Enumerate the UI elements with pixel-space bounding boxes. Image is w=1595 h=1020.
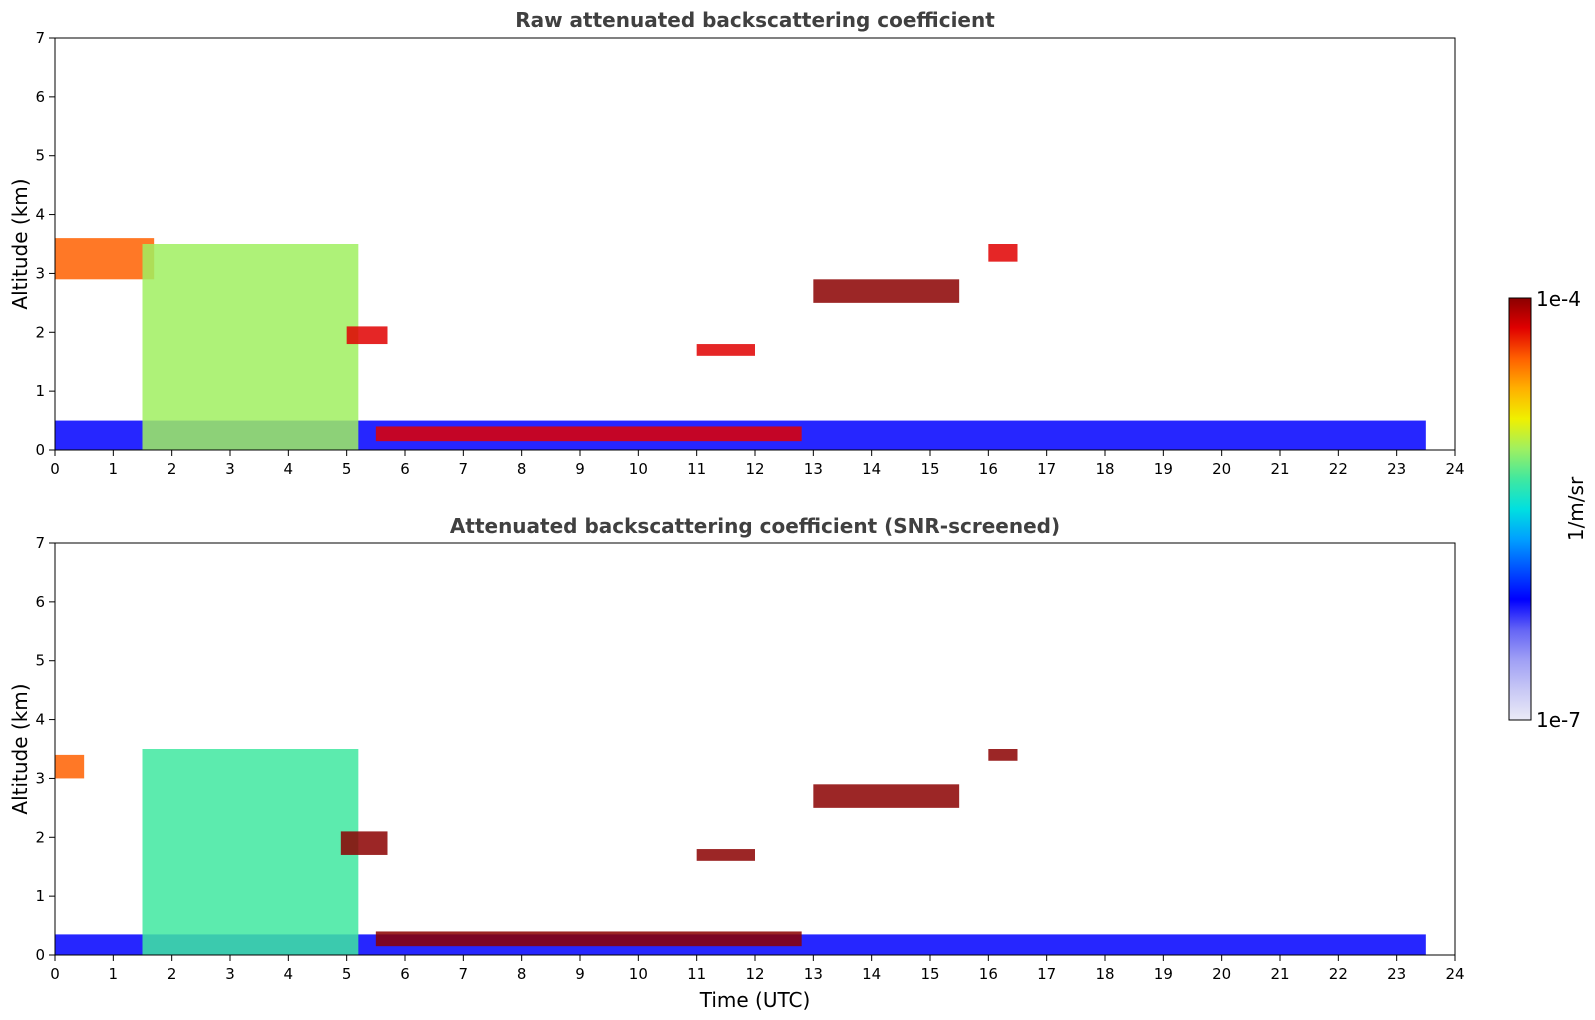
x-tick-label: 23	[1387, 965, 1406, 983]
y-tick-label: 5	[35, 652, 45, 670]
x-tick-label: 20	[1212, 965, 1231, 983]
x-tick-label: 3	[225, 965, 235, 983]
x-tick-label: 22	[1329, 965, 1348, 983]
x-tick-label: 0	[50, 965, 60, 983]
x-tick-label: 1	[109, 965, 119, 983]
y-tick-label: 5	[35, 147, 45, 165]
x-tick-label: 2	[167, 460, 177, 478]
x-tick-label: 6	[400, 460, 410, 478]
colorbar-unit-label: 1/m/sr	[1564, 476, 1588, 541]
y-tick-label: 6	[35, 593, 45, 611]
y-tick-label: 6	[35, 88, 45, 106]
x-tick-label: 7	[459, 460, 469, 478]
x-tick-label: 5	[342, 460, 352, 478]
x-tick-label: 11	[687, 460, 706, 478]
heatmap-feature-1	[55, 754, 85, 779]
y-tick-label: 1	[35, 382, 45, 400]
x-tick-label: 21	[1270, 965, 1289, 983]
x-tick-label: 4	[284, 965, 294, 983]
x-tick-label: 4	[284, 460, 294, 478]
y-tick-label: 4	[35, 711, 45, 729]
heatmap-feature-3	[340, 831, 388, 855]
colorbar-gradient	[1508, 297, 1532, 721]
x-tick-label: 24	[1445, 965, 1464, 983]
x-tick-label: 8	[517, 965, 527, 983]
x-tick-label: 8	[517, 460, 527, 478]
x-tick-label: 11	[687, 965, 706, 983]
x-tick-label: 16	[979, 460, 998, 478]
x-tick-label: 3	[225, 460, 235, 478]
heatmap-feature-4	[375, 426, 802, 442]
x-tick-label: 10	[629, 965, 648, 983]
y-axis-label: Altitude (km)	[8, 683, 32, 814]
colorbar: 1e-4 1e-7 1/m/sr	[1508, 287, 1588, 732]
x-tick-label: 13	[804, 460, 823, 478]
heatmap-feature-6	[813, 279, 960, 303]
x-tick-label: 16	[979, 965, 998, 983]
y-tick-label: 7	[35, 29, 45, 47]
x-tick-label: 10	[629, 460, 648, 478]
heatmap-feature-7	[988, 749, 1018, 761]
x-tick-label: 23	[1387, 460, 1406, 478]
x-tick-label: 19	[1154, 460, 1173, 478]
x-tick-label: 2	[167, 965, 177, 983]
x-tick-label: 18	[1095, 965, 1114, 983]
heatmap-raw	[55, 238, 1426, 450]
heatmap-feature-6	[813, 784, 960, 808]
panel-title: Raw attenuated backscattering coefficien…	[515, 8, 995, 32]
heatmap-feature-2	[142, 244, 359, 450]
colorbar-min-label: 1e-7	[1536, 708, 1581, 732]
y-axis-ticks: 0 1 2 3 4 5 6 7	[35, 29, 55, 459]
x-tick-label: 18	[1095, 460, 1114, 478]
heatmap-feature-7	[988, 244, 1018, 262]
heatmap-snr-screened	[55, 749, 1426, 955]
y-tick-label: 1	[35, 887, 45, 905]
x-tick-label: 21	[1270, 460, 1289, 478]
x-tick-label: 17	[1037, 965, 1056, 983]
y-tick-label: 3	[35, 264, 45, 282]
x-axis-ticks: 0 1 2 3 4 5 6 7 8 9 10 11 12 13 14 15 16 17 18 19 20 21 22 23 24	[50, 450, 1465, 478]
heatmap-feature-5	[696, 849, 755, 861]
colorbar-max-label: 1e-4	[1536, 287, 1581, 311]
heatmap-feature-3	[346, 326, 388, 345]
heatmap-feature-5	[696, 344, 755, 356]
x-tick-label: 12	[745, 460, 764, 478]
x-axis-ticks: 0 1 2 3 4 5 6 7 8 9 10 11 12 13 14 15 16 17 18 19 20 21 22 23 24	[50, 955, 1465, 983]
x-tick-label: 12	[745, 965, 764, 983]
y-axis-label: Altitude (km)	[8, 178, 32, 309]
heatmap-feature-1	[55, 238, 155, 280]
x-tick-label: 14	[862, 460, 881, 478]
y-tick-label: 2	[35, 828, 45, 846]
y-axis-ticks: 0 1 2 3 4 5 6 7	[35, 534, 55, 964]
x-tick-label: 20	[1212, 460, 1231, 478]
y-tick-label: 4	[35, 206, 45, 224]
x-tick-label: 17	[1037, 460, 1056, 478]
x-tick-label: 15	[920, 965, 939, 983]
x-tick-label: 0	[50, 460, 60, 478]
panel-raw: Raw attenuated backscattering coefficien…	[8, 8, 1465, 478]
x-tick-label: 19	[1154, 965, 1173, 983]
panel-title: Attenuated backscattering coefficient (S…	[450, 514, 1060, 538]
x-tick-label: 15	[920, 460, 939, 478]
y-tick-label: 0	[35, 441, 45, 459]
y-tick-label: 0	[35, 946, 45, 964]
y-tick-label: 7	[35, 534, 45, 552]
x-tick-label: 14	[862, 965, 881, 983]
panel-snr-screened: Attenuated backscattering coefficient (S…	[8, 514, 1465, 1012]
y-tick-label: 2	[35, 323, 45, 341]
heatmap-feature-2	[142, 749, 359, 955]
x-axis-label: Time (UTC)	[699, 988, 811, 1012]
x-tick-label: 1	[109, 460, 119, 478]
x-tick-label: 9	[575, 460, 585, 478]
y-tick-label: 3	[35, 769, 45, 787]
x-tick-label: 22	[1329, 460, 1348, 478]
heatmap-feature-4	[375, 931, 802, 947]
x-tick-label: 6	[400, 965, 410, 983]
x-tick-label: 9	[575, 965, 585, 983]
x-tick-label: 24	[1445, 460, 1464, 478]
x-tick-label: 5	[342, 965, 352, 983]
x-tick-label: 7	[459, 965, 469, 983]
x-tick-label: 13	[804, 965, 823, 983]
